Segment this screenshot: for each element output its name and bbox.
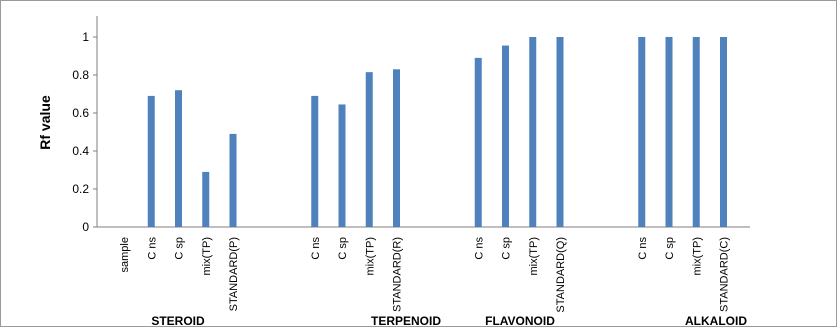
x-category-label: C sp (174, 237, 186, 260)
bar (365, 72, 373, 228)
bar (638, 37, 646, 227)
x-category-label: C ns (310, 237, 322, 260)
x-category-label: sample (119, 237, 131, 272)
bar (502, 45, 509, 227)
group-label: ALKALOID (685, 314, 747, 327)
bar (393, 69, 400, 227)
x-category-label: STANDARD(Q) (555, 237, 567, 313)
x-category-label: mix(TP) (364, 237, 376, 276)
y-tick-label: 0.2 (72, 182, 89, 196)
x-category-label: C sp (664, 237, 676, 260)
bar (311, 95, 319, 228)
bar (202, 171, 210, 227)
bar (529, 37, 537, 227)
x-category-label: C ns (146, 237, 158, 260)
bar (692, 37, 700, 227)
group-label: TERPENOID (371, 314, 441, 327)
bar (474, 57, 482, 228)
group-labels: STEROID TERPENOID FLAVONOID ALKALOID (151, 314, 747, 327)
bar (147, 95, 155, 228)
x-category-label: C sp (337, 237, 349, 260)
y-tick-label: 0.8 (72, 68, 89, 82)
y-axis-label: Rf value (37, 95, 53, 150)
group-label: FLAVONOID (485, 314, 555, 327)
bar (175, 90, 182, 227)
x-category-label: STANDARD(R) (392, 237, 404, 312)
x-category-label: mix(TP) (691, 237, 703, 276)
x-category-label: mix(TP) (201, 237, 213, 276)
bars (147, 37, 727, 228)
y-tick-label: 1 (82, 30, 89, 44)
group-label: STEROID (151, 314, 205, 327)
y-tick-label: 0 (82, 220, 89, 234)
bar (229, 133, 237, 227)
x-category-label: C ns (473, 237, 485, 260)
x-category-label: STANDARD(P) (228, 237, 240, 311)
x-category-label: C ns (637, 237, 649, 260)
y-tick-label: 0.4 (72, 144, 89, 158)
bar (338, 104, 346, 227)
x-category-label: C sp (501, 237, 513, 260)
bar (556, 37, 564, 227)
x-category-label: mix(TP) (528, 237, 540, 276)
bar (665, 37, 673, 227)
y-tick-label: 0.6 (72, 106, 89, 120)
bar (720, 37, 727, 227)
category-labels: sample C ns C sp mix(TP) STANDARD(P) C ns C sp… (119, 237, 731, 313)
y-axis: 0 0.2 0.4 0.6 0.8 1 (72, 16, 750, 234)
x-category-label: STANDARD(C) (719, 237, 731, 312)
